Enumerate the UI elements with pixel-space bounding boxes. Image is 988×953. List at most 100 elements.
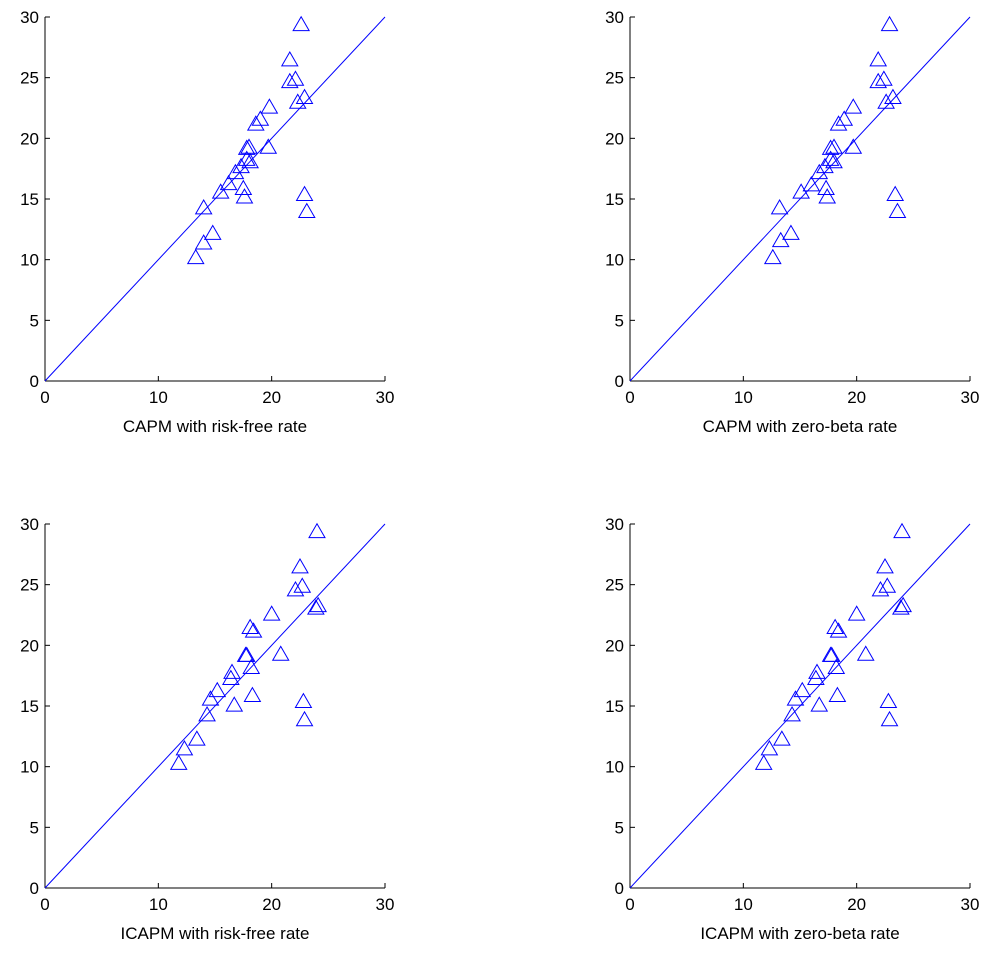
y-tick-label: 10: [605, 251, 624, 270]
x-axis-label: CAPM with risk-free rate: [123, 417, 307, 436]
data-point-triangle: [308, 522, 326, 539]
data-point-triangle: [295, 710, 314, 727]
data-point-triangle: [829, 115, 848, 131]
x-axis-label: CAPM with zero-beta rate: [703, 417, 898, 436]
x-tick-label: 20: [847, 388, 866, 407]
data-point-triangle: [286, 70, 305, 86]
data-point-triangle: [754, 754, 773, 770]
data-point-triangle: [828, 686, 847, 702]
y-tick-label: 15: [605, 190, 624, 209]
data-point-triangle: [808, 663, 826, 679]
x-tick-label: 10: [734, 895, 753, 914]
data-point-triangle: [292, 15, 310, 32]
data-point-triangle: [186, 248, 205, 265]
data-point-triangle: [175, 739, 194, 756]
data-point-triangle: [844, 98, 863, 114]
data-point-triangle: [875, 70, 893, 86]
data-point-triangle: [262, 605, 281, 621]
data-point-triangle: [770, 198, 789, 215]
y-tick-label: 0: [30, 372, 39, 391]
scatter-panel-2: 0 10 20 30 0 5 10 15 20 25 30 CAPM with zero-beta r…: [605, 8, 979, 436]
data-point-triangle: [856, 645, 875, 661]
data-point-triangle: [241, 152, 259, 169]
y-tick-label: 10: [605, 758, 624, 777]
data-point-triangle: [297, 202, 316, 219]
data-point-triangle: [810, 163, 829, 180]
data-point-triangle: [893, 522, 911, 539]
data-point-triangle: [234, 179, 253, 195]
data-point-triangle: [821, 150, 840, 166]
y-tick-label: 0: [30, 879, 39, 898]
data-point-triangle: [886, 185, 905, 202]
data-point-triangle: [291, 557, 309, 574]
x-tick-label: 20: [262, 895, 281, 914]
data-point-triangle: [822, 646, 841, 662]
data-point-triangle: [188, 730, 206, 746]
data-point-triangle: [793, 681, 812, 698]
y-tick-label: 10: [20, 251, 39, 270]
data-point-triangle: [821, 139, 840, 155]
data-point-triangle: [892, 599, 910, 615]
scatter-panel-4: 0 10 20 30 0 5 10 15 20 25 30 ICAPM with zero-beta …: [605, 515, 979, 943]
x-tick-label: 10: [149, 388, 168, 407]
data-point-triangle: [880, 15, 899, 32]
data-point-triangle: [773, 730, 791, 746]
y-tick-label: 30: [605, 515, 624, 534]
y-tick-label: 5: [30, 311, 39, 330]
data-point-triangle: [818, 188, 837, 204]
data-point-triangle: [782, 224, 800, 240]
data-point-triangle: [223, 663, 241, 679]
y-tick-label: 25: [20, 576, 39, 595]
data-point-triangle: [879, 692, 898, 709]
y-tick-label: 30: [20, 515, 39, 534]
data-point-triangle: [884, 88, 902, 104]
data-point-triangle: [825, 152, 843, 169]
y-tick-label: 5: [615, 311, 624, 330]
data-point-triangle: [880, 710, 899, 727]
y-tick-label: 5: [615, 818, 624, 837]
data-point-triangle: [203, 224, 222, 240]
data-point-triangle: [280, 72, 299, 89]
data-point-triangle: [243, 686, 262, 702]
data-point-triangle: [242, 658, 261, 675]
data-point-triangle: [280, 50, 299, 67]
x-tick-label: 10: [149, 895, 168, 914]
reference-line: [44, 16, 386, 382]
x-tick-label: 30: [376, 388, 395, 407]
x-tick-label: 30: [961, 895, 980, 914]
data-point-triangle: [169, 754, 188, 770]
y-tick-label: 5: [30, 818, 39, 837]
data-point-triangle: [307, 599, 325, 615]
data-point-triangle: [894, 596, 912, 613]
data-point-triangle: [201, 690, 220, 706]
scatter-panel-1: 0 10 20 30 0 5 10 15 20 25 30 CAPM with risk-free r…: [20, 8, 394, 436]
y-tick-label: 20: [20, 129, 39, 148]
y-tick-label: 20: [20, 636, 39, 655]
y-tick-label: 0: [615, 879, 624, 898]
data-point-triangle: [226, 163, 245, 180]
data-point-triangle: [225, 696, 244, 712]
x-tick-label: 30: [961, 388, 980, 407]
reference-line: [629, 523, 971, 889]
data-point-triangle: [246, 115, 265, 131]
data-point-triangle: [869, 72, 888, 89]
data-point-triangle: [251, 110, 270, 126]
data-point-triangle: [244, 622, 263, 638]
data-point-triangle: [786, 690, 805, 706]
data-point-triangle: [877, 93, 895, 109]
data-point-triangle: [294, 692, 313, 709]
x-tick-label: 30: [376, 895, 395, 914]
reference-line: [629, 16, 971, 382]
x-tick-label: 20: [262, 388, 281, 407]
data-point-triangle: [827, 658, 846, 675]
reference-line: [44, 523, 386, 889]
x-tick-label: 0: [40, 388, 49, 407]
x-tick-label: 0: [625, 388, 634, 407]
data-point-triangle: [288, 93, 307, 109]
data-point-triangle: [888, 202, 907, 219]
data-point-triangle: [817, 179, 835, 195]
data-point-triangle: [295, 185, 314, 202]
data-point-triangle: [237, 150, 256, 166]
x-tick-label: 0: [40, 895, 49, 914]
x-axis-label: ICAPM with zero-beta rate: [700, 924, 899, 943]
